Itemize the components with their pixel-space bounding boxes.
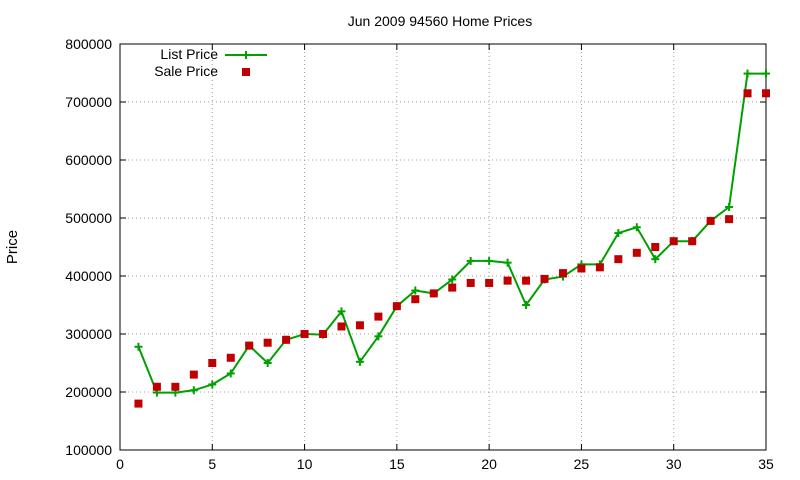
x-tick-label: 5 (208, 456, 216, 472)
x-tick-label: 30 (666, 456, 682, 472)
sale-price-point (337, 322, 346, 331)
list-price-point (725, 202, 734, 211)
x-tick-label: 10 (297, 456, 313, 472)
sale-price-point (614, 255, 623, 264)
list-price-point (466, 256, 475, 265)
sale-price-point (282, 335, 291, 344)
x-tick-label: 0 (116, 456, 124, 472)
list-price-point (355, 357, 364, 366)
list-price-point (485, 256, 494, 265)
y-tick-label: 800000 (65, 36, 112, 52)
sale-price-point (651, 243, 660, 251)
sale-price-point (263, 338, 272, 347)
y-tick-label: 700000 (65, 94, 112, 110)
legend-marks (225, 51, 267, 76)
sale-price-point (319, 330, 328, 338)
list-price-point (208, 380, 217, 389)
y-tick-label: 400000 (65, 268, 112, 284)
list-price-point (743, 69, 752, 78)
chart-title: Jun 2009 94560 Home Prices (348, 13, 532, 29)
sale-price-point (189, 370, 198, 379)
y-tick-label: 100000 (65, 442, 112, 458)
legend: List Price Sale Price (154, 46, 267, 79)
y-axis-label: Price (4, 230, 21, 264)
y-tick-label: 200000 (65, 384, 112, 400)
list-price-point (522, 301, 531, 309)
sale-price-point (540, 274, 549, 283)
sale-price-point (743, 89, 752, 98)
list-price-point (614, 229, 623, 238)
x-tick-label: 15 (389, 456, 405, 472)
sale-price-point (374, 312, 383, 321)
sale-price-point (522, 276, 531, 285)
list-price-point (411, 286, 420, 295)
sale-price-point (632, 248, 641, 257)
list-price-point (651, 255, 660, 264)
list-price-point (448, 275, 457, 284)
sale-price-point (725, 215, 734, 224)
sale-price-point (669, 237, 678, 246)
sale-price-point (577, 264, 586, 273)
sale-price-point (466, 278, 475, 287)
list-price-point (226, 369, 235, 378)
sale-price-point (558, 269, 567, 278)
sale-price-point (226, 353, 235, 362)
sale-price-point (503, 276, 512, 285)
axis-ticks: 0 5 10 15 20 25 30 35 100000 200000 300000 400000 50… (65, 36, 774, 472)
y-tick-label: 300000 (65, 326, 112, 342)
y-tick-label: 500000 (65, 210, 112, 226)
list-price-point (503, 258, 512, 267)
list-price-line (137, 72, 766, 394)
list-price-point (632, 223, 641, 232)
sale-price-point (595, 263, 604, 272)
x-tick-label: 35 (758, 456, 774, 472)
sale-price-point (208, 359, 217, 367)
list-price-point (189, 386, 198, 395)
legend-label-sale-price: Sale Price (154, 63, 218, 79)
x-tick-label: 25 (574, 456, 590, 472)
sale-price-point (411, 295, 420, 304)
sale-price-point (448, 283, 457, 292)
sale-price-point (485, 278, 494, 287)
sale-price-point (134, 399, 143, 408)
list-price-point (134, 342, 143, 351)
list-price-point (374, 332, 383, 341)
sale-price-point (245, 341, 254, 350)
list-price-point (762, 69, 770, 78)
legend-label-list-price: List Price (160, 46, 218, 62)
sale-price-point (688, 237, 697, 246)
plot-frame (119, 43, 767, 451)
sale-price-point (392, 302, 401, 311)
sale-price-point (300, 330, 309, 338)
sale-price-point (429, 289, 438, 298)
list-price-point (337, 307, 346, 316)
sale-price-point (355, 321, 364, 330)
list-price-point (263, 359, 272, 367)
sale-price-point (762, 89, 770, 98)
x-tick-label: 20 (481, 456, 497, 472)
sale-price-point (171, 382, 180, 391)
legend-marker-sale-price (242, 68, 250, 76)
sale-price-point (152, 382, 161, 391)
series-layer (134, 69, 770, 408)
sale-price-point (706, 216, 715, 225)
y-tick-label: 600000 (65, 152, 112, 168)
